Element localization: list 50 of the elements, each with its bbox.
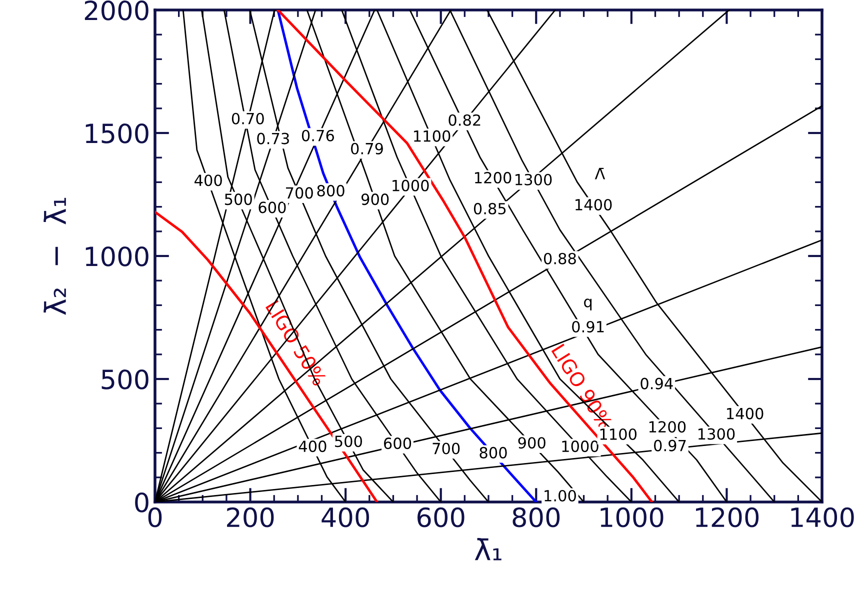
x-tick-label: 1200	[696, 507, 759, 528]
annotation: 1200	[475, 172, 512, 184]
x-tick-label: 1400	[791, 507, 854, 528]
annotation: 0.85	[474, 202, 506, 214]
annotation: 1000	[392, 180, 429, 192]
annotation: 500	[335, 436, 362, 448]
annotation: 900	[361, 194, 389, 206]
annotation: 800	[317, 184, 344, 196]
annotation: 500	[224, 194, 252, 206]
y-tick-label: 1500	[86, 123, 148, 144]
annotation: 0.82	[448, 114, 480, 126]
annotation: 0.70	[232, 112, 264, 124]
y-tick-label: 500	[102, 369, 148, 390]
annotation: 800	[480, 446, 507, 458]
annotation: Λ̄	[594, 168, 606, 180]
annotation: 0.79	[351, 142, 383, 154]
annotation: 0.73	[257, 132, 289, 144]
annotation: 1.00	[544, 490, 576, 502]
x-tick-label: 600	[418, 507, 464, 528]
annotation: 0.88	[544, 252, 576, 264]
annotation: 0.91	[572, 320, 604, 333]
annotation: 1100	[414, 130, 450, 142]
annotation: 1100	[600, 428, 637, 440]
x-tick-label: 400	[322, 507, 370, 528]
y-axis-title: λ̄₂ − λ̄₁	[44, 198, 66, 315]
x-tick-label: 200	[227, 507, 274, 528]
annotation: 1200	[649, 421, 686, 433]
annotation: 0.97	[654, 440, 686, 452]
y-tick-label: 2000	[84, 0, 148, 20]
annotation: 900	[518, 437, 546, 449]
annotation: 0.94	[640, 378, 673, 390]
annotation: 1000	[562, 440, 598, 452]
annotation: 700	[432, 442, 460, 454]
annotation: 700	[286, 187, 313, 199]
annotation: 600	[384, 438, 412, 450]
x-axis-title: λ̄₁	[474, 538, 502, 560]
annotation: 1300	[698, 428, 735, 440]
annotation: 1300	[516, 174, 552, 186]
annotation: 1400	[576, 198, 612, 210]
annotation: q	[584, 298, 592, 310]
x-tick-label: 1000	[600, 507, 664, 528]
annotation: 1400	[727, 408, 764, 420]
annotation: 600	[258, 202, 286, 214]
y-tick-label: 1000	[86, 246, 148, 266]
annotation: 400	[298, 440, 326, 452]
annotation: 0.76	[302, 130, 334, 142]
x-tick-label: 800	[512, 507, 560, 528]
x-tick-label: 0	[148, 507, 162, 528]
annotation: 400	[194, 174, 222, 186]
y-tick-label: 0	[135, 492, 148, 512]
